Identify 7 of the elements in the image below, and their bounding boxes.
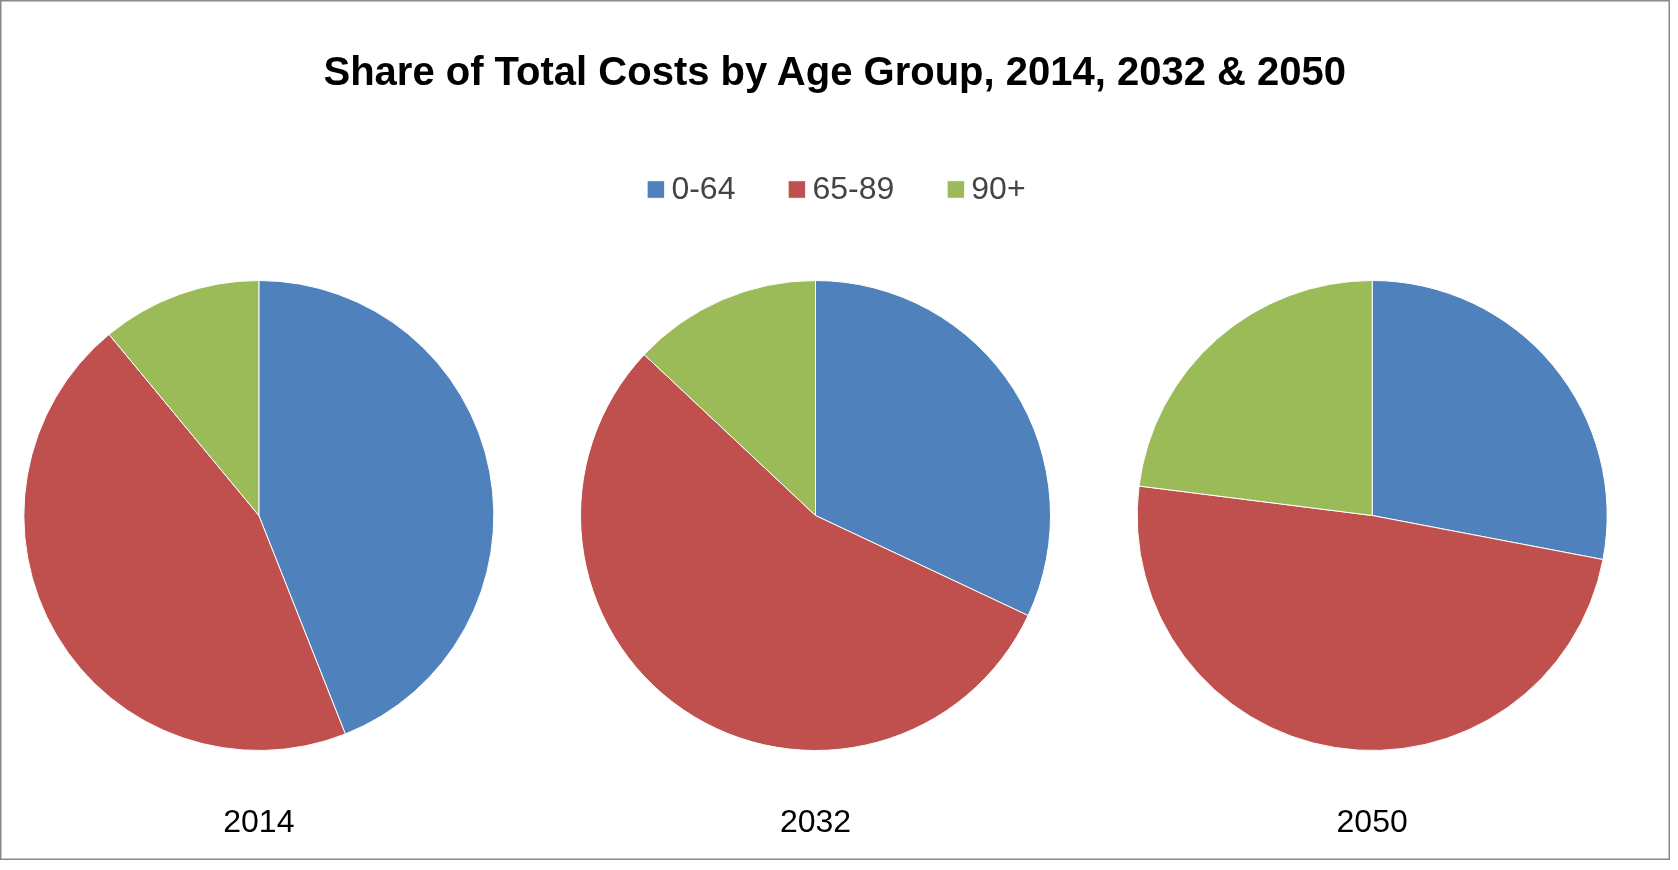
legend-label: 0-64 bbox=[671, 170, 736, 207]
legend-label: 65-89 bbox=[812, 170, 895, 207]
chart-title: Share of Total Costs by Age Group, 2014, 2032 & 2050 bbox=[323, 48, 1347, 93]
text: 2014 bbox=[223, 802, 295, 839]
text: 2050 bbox=[1336, 802, 1408, 839]
text: 2032 bbox=[779, 802, 852, 839]
legend-label: 90+ bbox=[971, 170, 1026, 207]
